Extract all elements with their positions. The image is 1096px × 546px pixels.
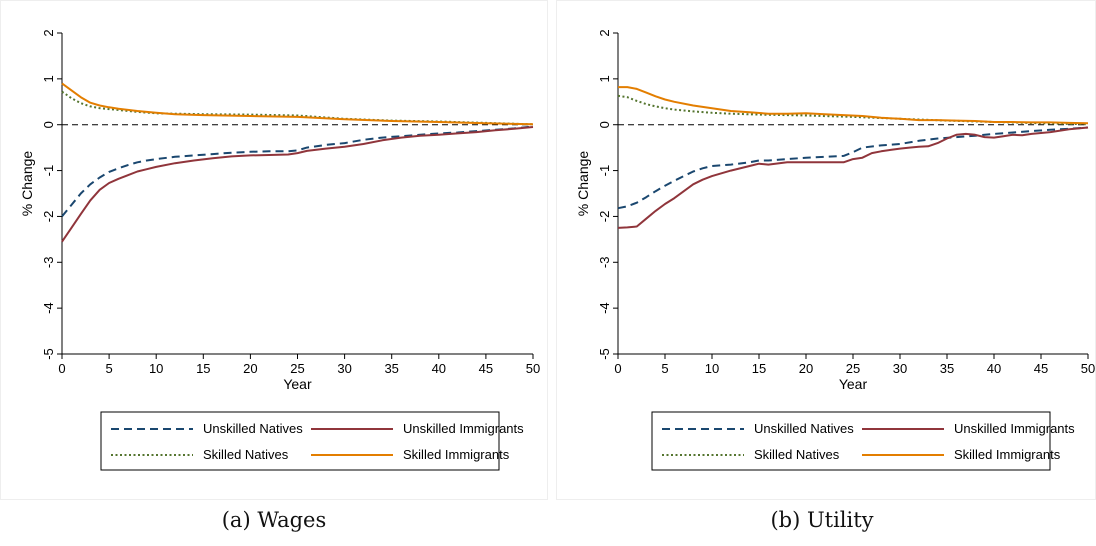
legend-label-skilled-natives: Skilled Natives bbox=[203, 447, 289, 462]
y-tick-label: -1 bbox=[41, 165, 56, 177]
y-tick-label: 0 bbox=[41, 121, 56, 128]
legend-box bbox=[100, 411, 500, 471]
x-tick-label: 0 bbox=[614, 361, 621, 376]
x-tick-label: 15 bbox=[752, 361, 766, 376]
series-line-unskilled-natives bbox=[617, 126, 1089, 210]
x-tick-label: 10 bbox=[705, 361, 719, 376]
legend-label-unskilled-immigrants: Unskilled Immigrants bbox=[403, 421, 524, 436]
y-tick-label: 1 bbox=[41, 75, 56, 82]
legend-label-skilled-natives: Skilled Natives bbox=[754, 447, 840, 462]
x-tick-label: 45 bbox=[1034, 361, 1048, 376]
series-line-unskilled-natives bbox=[61, 125, 534, 218]
x-tick-label: 25 bbox=[846, 361, 860, 376]
x-tick-label: 5 bbox=[661, 361, 668, 376]
legend-label-skilled-immigrants: Skilled Immigrants bbox=[403, 447, 510, 462]
y-tick-label: 1 bbox=[597, 75, 612, 82]
x-tick-label: 30 bbox=[893, 361, 907, 376]
x-tick-label: 50 bbox=[1081, 361, 1095, 376]
y-tick-label: 2 bbox=[597, 29, 612, 36]
panel-wages: 2 1 0 -1 -2 -3 -4 -5 0 5 10 15 20 25 30 35 40 45 50 Year% C… bbox=[0, 0, 548, 500]
y-tick-label: 2 bbox=[41, 29, 56, 36]
x-tick-label: 0 bbox=[58, 361, 65, 376]
caption-utility: (b) Utility bbox=[770, 508, 874, 532]
y-tick-label: -2 bbox=[41, 211, 56, 223]
y-tick-label: -5 bbox=[41, 348, 56, 360]
y-tick-label: -3 bbox=[41, 257, 56, 269]
y-tick-label: -3 bbox=[597, 257, 612, 269]
legend-box bbox=[651, 411, 1051, 471]
x-tick-label: 15 bbox=[196, 361, 210, 376]
series-line-skilled-immigrants bbox=[618, 86, 1089, 125]
series-line-unskilled-immigrants bbox=[61, 126, 534, 243]
x-axis-title: Year bbox=[839, 376, 868, 392]
legend-label-skilled-immigrants: Skilled Immigrants bbox=[954, 447, 1061, 462]
y-tick-label: 0 bbox=[597, 121, 612, 128]
x-tick-label: 30 bbox=[337, 361, 351, 376]
x-tick-label: 25 bbox=[290, 361, 304, 376]
x-axis-title: Year bbox=[283, 376, 312, 392]
x-tick-label: 35 bbox=[384, 361, 398, 376]
series-line-unskilled-immigrants bbox=[617, 126, 1089, 229]
x-tick-label: 35 bbox=[940, 361, 954, 376]
y-axis-title: % Change bbox=[19, 151, 35, 217]
series-line-skilled-immigrants bbox=[61, 82, 534, 126]
legend-label-unskilled-immigrants: Unskilled Immigrants bbox=[954, 421, 1075, 436]
y-tick-label: -5 bbox=[597, 348, 612, 360]
x-tick-label: 5 bbox=[105, 361, 112, 376]
x-tick-label: 50 bbox=[526, 361, 540, 376]
x-tick-label: 40 bbox=[432, 361, 446, 376]
y-tick-label: -1 bbox=[597, 165, 612, 177]
y-tick-label: -4 bbox=[597, 302, 612, 314]
legend-label-unskilled-natives: Unskilled Natives bbox=[203, 421, 303, 436]
y-tick-label: -4 bbox=[41, 302, 56, 314]
y-axis-title: % Change bbox=[575, 151, 591, 217]
legend-label-unskilled-natives: Unskilled Natives bbox=[754, 421, 854, 436]
x-tick-label: 10 bbox=[149, 361, 163, 376]
y-tick-label: -2 bbox=[597, 211, 612, 223]
x-tick-label: 20 bbox=[799, 361, 813, 376]
caption-wages: (a) Wages bbox=[221, 508, 327, 532]
x-tick-label: 45 bbox=[479, 361, 493, 376]
x-tick-label: 40 bbox=[987, 361, 1001, 376]
x-tick-label: 20 bbox=[243, 361, 257, 376]
panel-utility: 2 1 0 -1 -2 -3 -4 -5 0 5 10 15 20 25 30 35 40 45 50 Year% C… bbox=[556, 0, 1096, 500]
